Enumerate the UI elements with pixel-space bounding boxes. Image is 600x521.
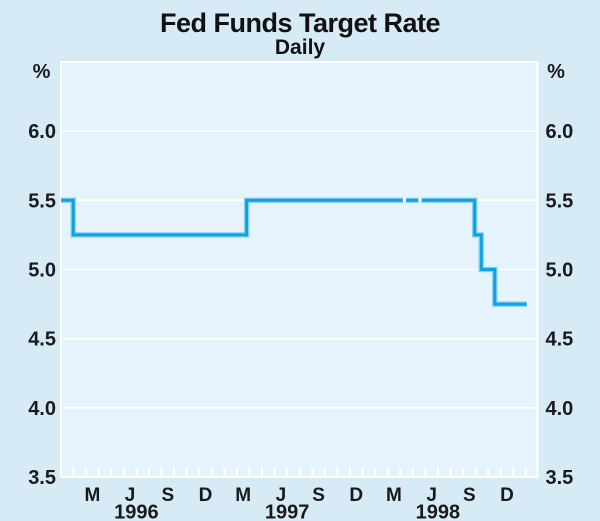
unit-label-left: % [33,61,51,83]
y-axis-label-right: 3.5 [546,467,574,489]
plot-border [60,61,539,478]
month-label: S [463,485,476,506]
month-label: M [386,485,402,506]
year-label: 1996 [114,502,159,521]
month-label: M [235,485,251,506]
month-label: D [500,485,514,506]
month-label: M [84,485,100,506]
year-label: 1997 [265,502,310,521]
month-label: S [312,485,325,506]
month-label: S [161,485,174,506]
y-axis-label-right: 6.0 [546,121,574,143]
year-label: 1998 [416,502,461,521]
y-axis-label-right: 5.0 [546,260,574,282]
y-axis-label-right: 4.5 [546,329,574,351]
y-axis-label-left: 4.0 [28,398,56,420]
y-axis-label-right: 5.5 [546,190,574,212]
y-axis-label-left: 4.5 [28,329,56,351]
y-axis-label-left: 6.0 [28,121,56,143]
month-label: J [426,485,437,506]
series-line [421,198,527,306]
y-axis-label-left: 5.0 [28,260,56,282]
y-axis-label-left: 3.5 [28,467,56,489]
month-label: J [125,485,136,506]
y-axis-label-left: 5.5 [28,190,56,212]
y-axis-label-right: 4.0 [546,398,574,420]
chart-title: Fed Funds Target Rate [159,8,441,38]
chart-subtitle: Daily [274,36,326,59]
month-label: D [349,485,363,506]
unit-label-right: % [547,61,565,83]
month-label: J [276,485,287,506]
series-line [61,198,403,237]
month-label: D [199,485,213,506]
